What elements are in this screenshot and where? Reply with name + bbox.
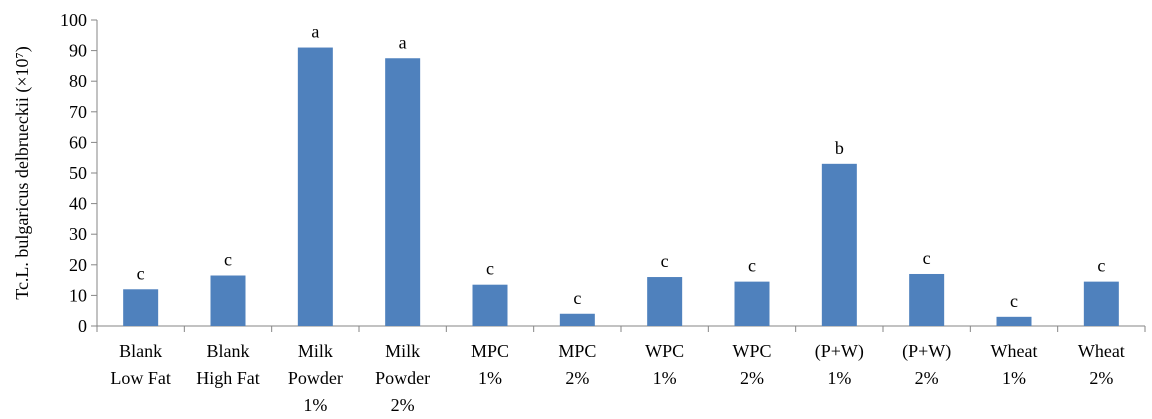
category-labels: Blank Low Fat Blank High Fat Milk Powder 1% Mil… [110,341,1124,415]
y-tick-label: 40 [69,194,87,214]
category-label: 2% [740,368,764,388]
significance-label: c [748,256,756,276]
bar [996,316,1032,326]
category-label: 2% [565,368,589,388]
significance-label: c [1010,291,1018,311]
y-tick-label: 60 [69,132,87,152]
y-tick-label: 100 [60,10,87,30]
bar [297,47,333,326]
significance-label: c [923,248,931,268]
bar [647,277,683,326]
category-label: Wheat [991,341,1038,361]
y-tick-label: 20 [69,255,87,275]
category-label: 1% [478,368,502,388]
bar [472,284,508,326]
category-label: High Fat [196,368,260,388]
significance-label: a [399,32,407,52]
bars [123,47,1119,326]
significance-label: c [137,263,145,283]
y-tick-label: 10 [69,285,87,305]
y-tick-label: 70 [69,102,87,122]
category-label: Blank [207,341,250,361]
bar [385,58,421,326]
bar [821,163,857,326]
category-label: Powder [375,368,430,388]
significance-label: b [835,138,844,158]
category-label: Blank [119,341,162,361]
y-tick-label: 80 [69,71,87,91]
significance-labels: c c a a c c c c b c c c [137,22,1106,311]
category-label: 1% [1002,368,1026,388]
category-label: 1% [303,395,327,415]
significance-label: c [486,259,494,279]
category-label: MPC [471,341,509,361]
bar [909,273,945,326]
significance-label: c [661,251,669,271]
bar [1083,281,1119,326]
significance-label: c [224,250,232,270]
category-label: 2% [1089,368,1113,388]
significance-label: c [1097,256,1105,276]
category-label: MPC [558,341,596,361]
y-axis-label: Tc.L. bulgaricus delbrueckii (×10⁷) [12,46,33,300]
category-label: (P+W) [902,341,951,362]
bar [123,289,159,326]
y-tick-label: 50 [69,163,87,183]
y-tick-label: 0 [78,316,87,336]
category-label: (P+W) [815,341,864,362]
y-tick-label: 30 [69,224,87,244]
bar [734,281,770,326]
category-label: Milk [298,341,333,361]
category-label: Milk [385,341,420,361]
category-label: Wheat [1078,341,1125,361]
category-label: 2% [391,395,415,415]
category-label: WPC [732,341,771,361]
category-label: 1% [827,368,851,388]
x-axis [96,325,1146,332]
y-axis: 0 10 20 30 40 50 60 70 80 90 100 [60,10,98,336]
significance-label: c [573,288,581,308]
bar [559,313,595,326]
category-label: 2% [915,368,939,388]
y-tick-label: 90 [69,41,87,61]
significance-label: a [311,22,319,42]
category-label: Powder [288,368,343,388]
bar [210,275,246,326]
category-label: 1% [653,368,677,388]
category-label: WPC [645,341,684,361]
category-label: Low Fat [110,368,171,388]
